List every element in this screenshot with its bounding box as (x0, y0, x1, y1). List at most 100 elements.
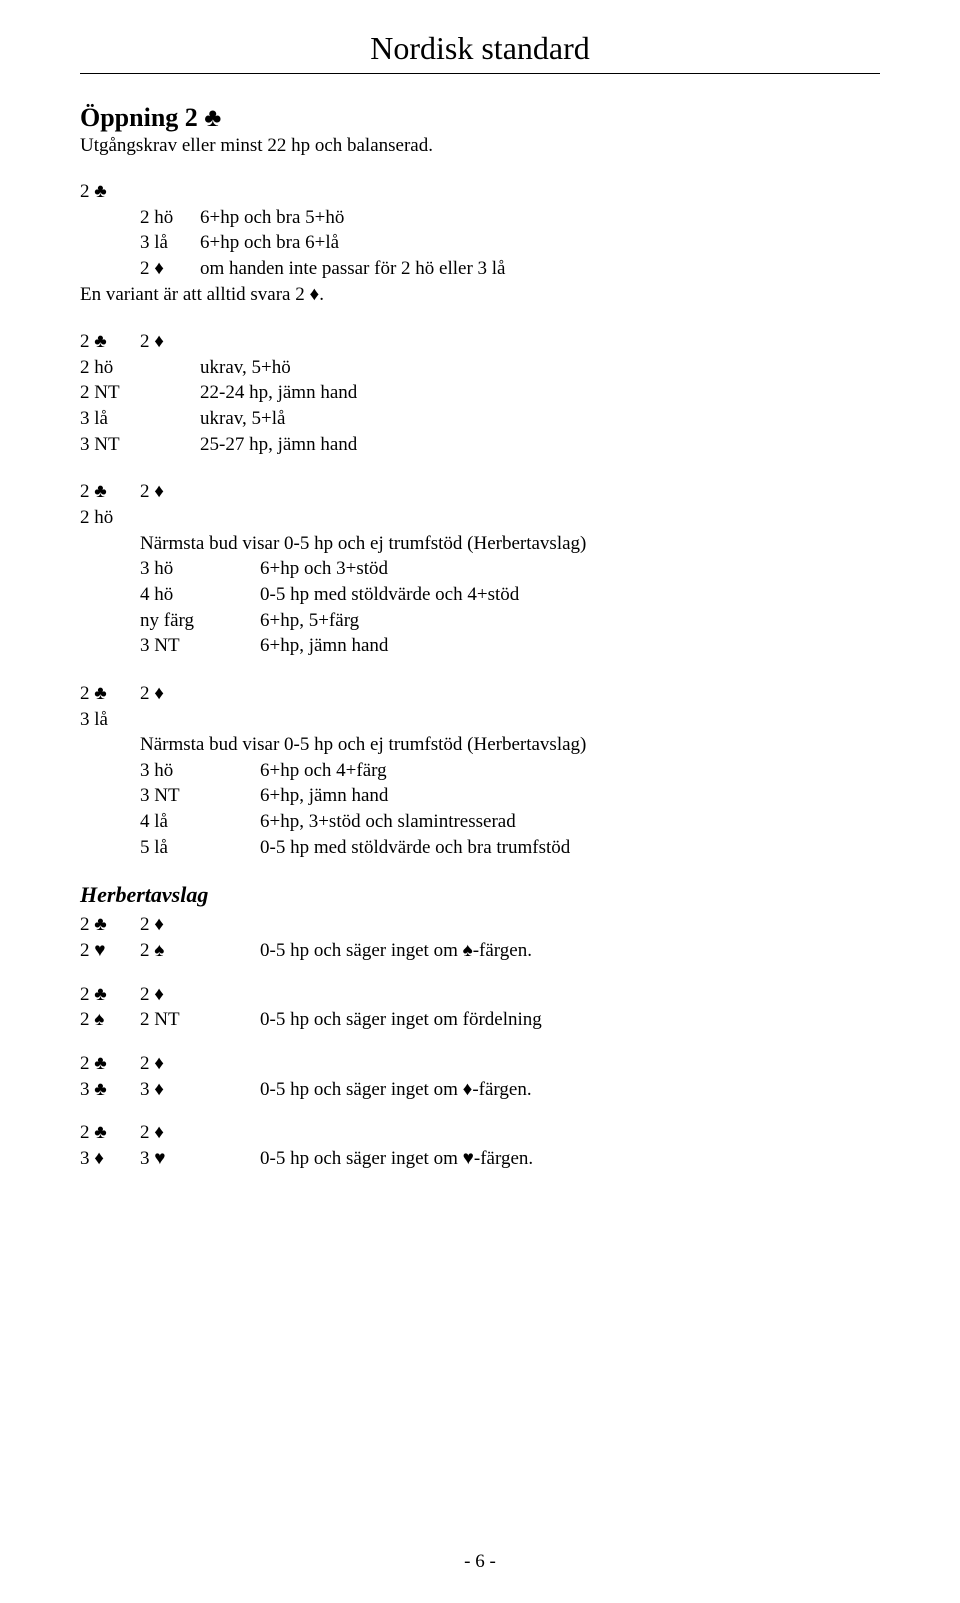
bid-cell: 3 ♥ (140, 1146, 260, 1172)
bid-cell: 2 ♣ (80, 912, 140, 938)
bid-cell: 2 ♦ (140, 681, 200, 707)
desc-cell: ukrav, 5+hö (200, 355, 880, 381)
desc-cell: 6+hp och bra 6+lå (200, 230, 880, 256)
herbert-group: 2 ♣2 ♦2 ♥2 ♠0-5 hp och säger inget om ♠-… (80, 912, 880, 963)
title-rule (80, 73, 880, 74)
table-row: 3 hö6+hp och 4+färg (140, 758, 880, 784)
bid-cell: 3 hö (140, 556, 260, 582)
bid-cell: 3 lå (80, 406, 200, 432)
bid-cell: 2 ♣ (80, 681, 140, 707)
table-row: 2 ♠2 NT0-5 hp och säger inget om fördeln… (80, 1007, 880, 1033)
table-row: 3 hö6+hp och 3+stöd (140, 556, 880, 582)
bid-cell: 2 ♦ (140, 982, 200, 1008)
bid-cell: 2 ♠ (80, 1007, 140, 1033)
block-b-header: 2 ♣ 2 ♦ (80, 329, 880, 355)
opening-heading-text: Öppning 2 (80, 103, 204, 132)
bid-cell: 2 ♣ (80, 329, 140, 355)
herbert-group: 2 ♣2 ♦3 ♣3 ♦0-5 hp och säger inget om ♦-… (80, 1051, 880, 1102)
herbert-group: 2 ♣2 ♦3 ♦3 ♥0-5 hp och säger inget om ♥-… (80, 1120, 880, 1171)
block-c-header: 2 ♣ 2 ♦ (80, 479, 880, 505)
bid-cell: 2 ♣ (80, 1051, 140, 1077)
bid-cell (80, 230, 140, 256)
opening-heading: Öppning 2 ♣ (80, 102, 880, 133)
block-a-header: 2 ♣ (80, 179, 880, 205)
club-icon: ♣ (204, 102, 221, 132)
bid-cell: 3 lå (140, 230, 200, 256)
desc-cell: 0-5 hp och säger inget om ♠-färgen. (260, 938, 880, 964)
bid-cell: 3 lå (80, 707, 140, 733)
table-row: 2 ♣2 ♦ (80, 912, 880, 938)
table-row: 2 ♥2 ♠0-5 hp och säger inget om ♠-färgen… (80, 938, 880, 964)
table-row: 3 NT6+hp, jämn hand (140, 783, 880, 809)
desc-cell: 0-5 hp och säger inget om ♦-färgen. (260, 1077, 880, 1103)
bid-cell: 2 ♥ (80, 938, 140, 964)
bid-cell: 2 ♠ (140, 938, 260, 964)
desc-cell: 25-27 hp, jämn hand (200, 432, 880, 458)
desc-cell: 0-5 hp med stöldvärde och bra trumfstöd (260, 835, 880, 861)
bid-cell (80, 205, 140, 231)
desc-cell: 22-24 hp, jämn hand (200, 380, 880, 406)
table-row: 2 NT22-24 hp, jämn hand (80, 380, 880, 406)
bid-cell: 3 ♦ (140, 1077, 260, 1103)
desc-cell: 6+hp och bra 5+hö (200, 205, 880, 231)
table-row: 2 ♣2 ♦ (80, 982, 880, 1008)
bid-cell: 5 lå (140, 835, 260, 861)
bid-cell: 2 hö (80, 505, 140, 531)
desc-cell: 0-5 hp med stöldvärde och 4+stöd (260, 582, 880, 608)
table-row: 2 hö6+hp och bra 5+hö (80, 205, 880, 231)
table-row: 2 ♣2 ♦ (80, 1120, 880, 1146)
bid-cell: 3 NT (140, 783, 260, 809)
bid-cell: 2 NT (140, 1007, 260, 1033)
desc-cell: 6+hp, jämn hand (260, 633, 880, 659)
block-c-note: Närmsta bud visar 0-5 hp och ej trumfstö… (80, 531, 880, 557)
herbert-group: 2 ♣2 ♦2 ♠2 NT0-5 hp och säger inget om f… (80, 982, 880, 1033)
block-c: 2 ♣ 2 ♦ 2 hö Närmsta bud visar 0-5 hp oc… (80, 479, 880, 658)
table-row: 5 lå0-5 hp med stöldvärde och bra trumfs… (140, 835, 880, 861)
desc-cell: 6+hp, jämn hand (260, 783, 880, 809)
table-row: 2 ♣2 ♦ (80, 1051, 880, 1077)
table-row: 4 hö0-5 hp med stöldvärde och 4+stöd (140, 582, 880, 608)
desc-cell: 6+hp, 3+stöd och slamintresserad (260, 809, 880, 835)
bid-cell: 2 hö (140, 205, 200, 231)
table-row: ny färg6+hp, 5+färg (140, 608, 880, 634)
bid-cell: 3 NT (80, 432, 200, 458)
desc-cell: 6+hp och 4+färg (260, 758, 880, 784)
table-row: 2 ♦om handen inte passar för 2 hö eller … (80, 256, 880, 282)
bid-cell: ny färg (140, 608, 260, 634)
bid-cell: 2 ♦ (140, 329, 200, 355)
bid-cell: 2 ♦ (140, 479, 200, 505)
desc-cell: 6+hp, 5+färg (260, 608, 880, 634)
table-row: 3 ♣3 ♦0-5 hp och säger inget om ♦-färgen… (80, 1077, 880, 1103)
bid-cell: 2 ♣ (80, 982, 140, 1008)
bid-cell: 2 ♦ (140, 1120, 200, 1146)
bid-cell: 2 ♣ (80, 479, 140, 505)
table-row: 3 lå6+hp och bra 6+lå (80, 230, 880, 256)
bid-cell: 3 ♣ (80, 1077, 140, 1103)
table-row: 3 NT25-27 hp, jämn hand (80, 432, 880, 458)
bid-cell: 3 hö (140, 758, 260, 784)
table-row: 2 höukrav, 5+hö (80, 355, 880, 381)
block-a: 2 ♣ 2 hö6+hp och bra 5+hö3 lå6+hp och br… (80, 179, 880, 307)
block-a-footer: En variant är att alltid svara 2 ♦. (80, 282, 880, 308)
bid-cell: 2 ♦ (140, 912, 200, 938)
bid-cell: 2 ♦ (140, 1051, 200, 1077)
desc-cell: 0-5 hp och säger inget om ♥-färgen. (260, 1146, 880, 1172)
desc-cell: om handen inte passar för 2 hö eller 3 l… (200, 256, 880, 282)
block-d: 2 ♣ 2 ♦ 3 lå Närmsta bud visar 0-5 hp oc… (80, 681, 880, 860)
opening-subtitle: Utgångskrav eller minst 22 hp och balans… (80, 135, 880, 157)
bid-cell: 2 NT (80, 380, 200, 406)
table-row: 4 lå6+hp, 3+stöd och slamintresserad (140, 809, 880, 835)
herbert-heading: Herbertavslag (80, 882, 880, 908)
page-number: - 6 - (0, 1551, 960, 1573)
table-row: 3 NT6+hp, jämn hand (140, 633, 880, 659)
desc-cell: 6+hp och 3+stöd (260, 556, 880, 582)
block-d-header: 2 ♣ 2 ♦ (80, 681, 880, 707)
document-title: Nordisk standard (80, 30, 880, 67)
bid-cell: 2 ♣ (80, 1120, 140, 1146)
document-page: Nordisk standard Öppning 2 ♣ Utgångskrav… (0, 0, 960, 1603)
desc-cell: 0-5 hp och säger inget om fördelning (260, 1007, 880, 1033)
bid-cell: 3 ♦ (80, 1146, 140, 1172)
bid-cell: 2 hö (80, 355, 200, 381)
bid-cell (80, 256, 140, 282)
table-row: 3 låukrav, 5+lå (80, 406, 880, 432)
